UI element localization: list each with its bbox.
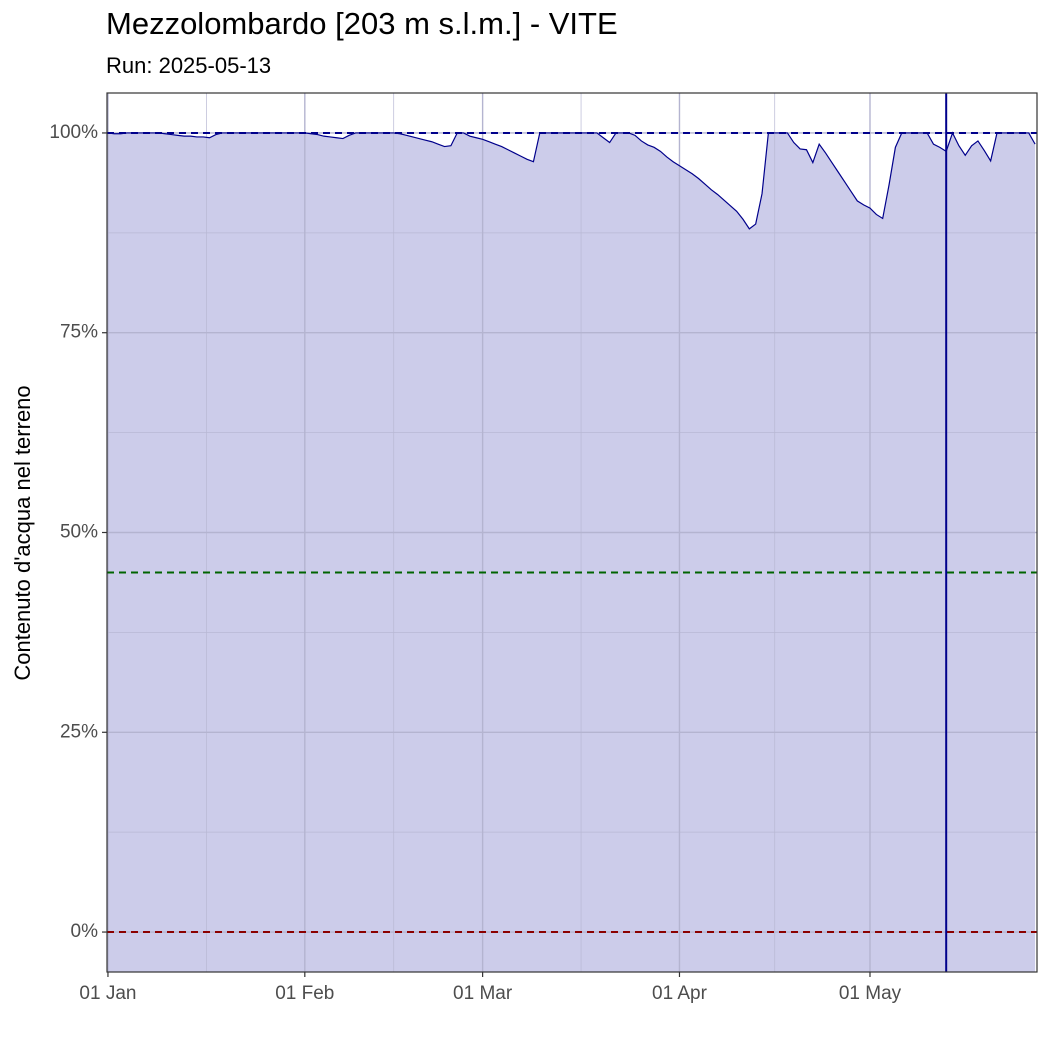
- x-tick-label: 01 Jan: [79, 983, 136, 1004]
- x-tick-label: 01 Mar: [453, 983, 513, 1004]
- chart-subtitle: Run: 2025-05-13: [106, 53, 271, 78]
- x-tick-label: 01 May: [839, 983, 902, 1004]
- x-tick-label: 01 Apr: [652, 983, 708, 1004]
- line: [107, 131, 1036, 230]
- y-tick-label: 50%: [60, 522, 98, 543]
- y-tick-label: 100%: [49, 122, 98, 143]
- y-tick-label: 25%: [60, 721, 98, 742]
- y-axis-title: Contenuto d'acqua nel terreno: [10, 385, 35, 680]
- x-tick-label: 01 Feb: [275, 983, 334, 1004]
- y-tick-label: 75%: [60, 322, 98, 343]
- chart-title: Mezzolombardo [203 m s.l.m.] - VITE: [106, 6, 618, 41]
- area: [107, 132, 1036, 972]
- y-tick-label: 0%: [71, 921, 99, 942]
